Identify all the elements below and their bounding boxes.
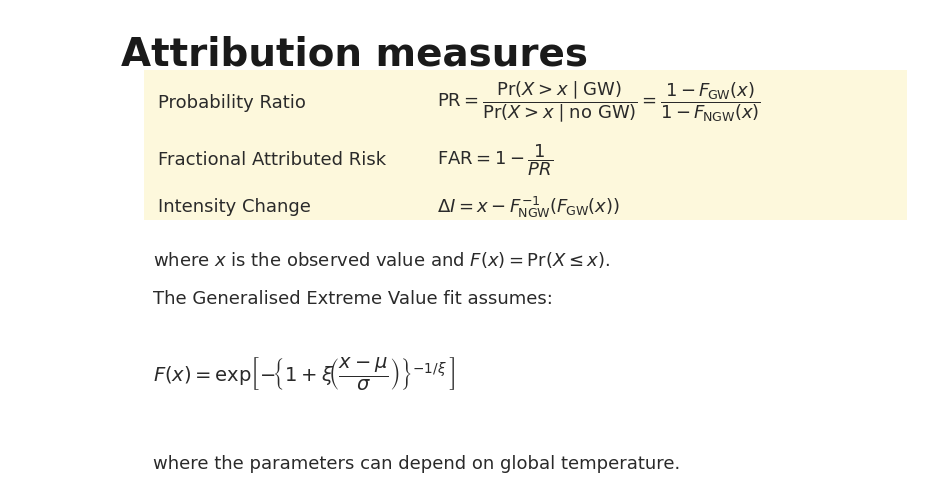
Text: where $x$ is the observed value and $F(x) = \Pr(X \leq x)$.: where $x$ is the observed value and $F(x… (153, 250, 610, 270)
Text: The Generalised Extreme Value fit assumes:: The Generalised Extreme Value fit assume… (153, 290, 553, 308)
Text: $F(x) = \exp\!\left[-\!\left\{1+\xi\!\left(\dfrac{x-\mu}{\sigma}\right)\right\}^: $F(x) = \exp\!\left[-\!\left\{1+\xi\!\le… (153, 355, 456, 392)
Text: Attribution measures: Attribution measures (121, 35, 588, 73)
Text: $\mathrm{FAR}=1-\dfrac{1}{PR}$: $\mathrm{FAR}=1-\dfrac{1}{PR}$ (437, 142, 553, 178)
Text: Intensity Change: Intensity Change (158, 198, 311, 216)
Text: $\mathrm{PR}=\dfrac{\Pr(X>x\mid\mathrm{GW})}{\Pr(X>x\mid\mathrm{no\ GW})}=\dfrac: $\mathrm{PR}=\dfrac{\Pr(X>x\mid\mathrm{G… (437, 80, 761, 125)
Text: Probability Ratio: Probability Ratio (158, 94, 306, 112)
Text: Fractional Attributed Risk: Fractional Attributed Risk (158, 151, 386, 169)
Text: where the parameters can depend on global temperature.: where the parameters can depend on globa… (153, 455, 681, 473)
Text: $\Delta I = x - F_{\!\mathrm{NGW}}^{-1}(F_{\!\mathrm{GW}}(x))$: $\Delta I = x - F_{\!\mathrm{NGW}}^{-1}(… (437, 195, 620, 220)
FancyBboxPatch shape (144, 70, 907, 220)
